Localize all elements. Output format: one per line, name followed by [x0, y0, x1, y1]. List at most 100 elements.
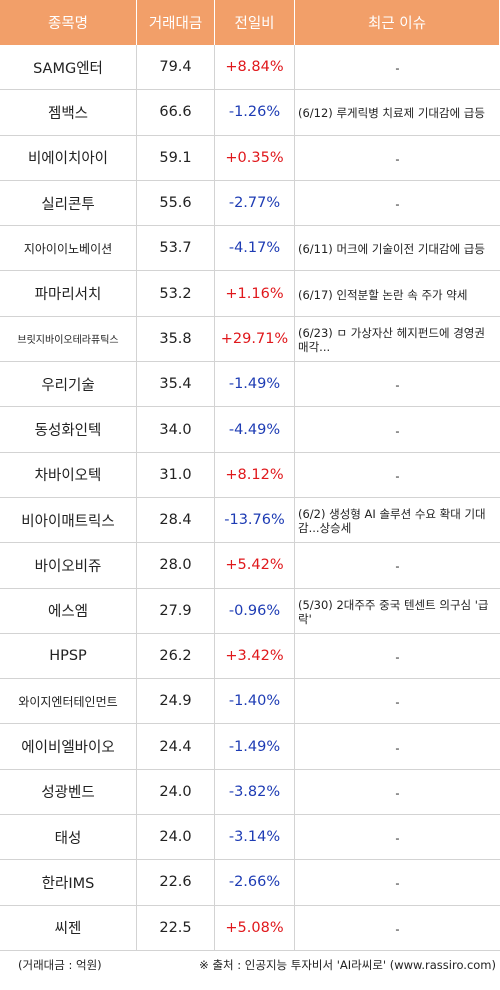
trade-volume: 24.4 [137, 724, 215, 769]
recent-issue: (5/30) 2대주주 중국 텐센트 의구심 '급락' [298, 597, 489, 626]
source-note: ※ 출처 : 인공지능 투자비서 'AI라씨로' (www.rassiro.co… [199, 958, 496, 972]
price-change: -1.49% [215, 362, 295, 407]
trade-volume: 53.2 [137, 271, 215, 316]
recent-issue: - [395, 785, 400, 800]
stock-name: 성광벤드 [0, 769, 137, 815]
recent-issue: - [395, 831, 400, 846]
table-row: 동성화인텍 34.0 -4.49% - [0, 407, 500, 453]
trade-volume: 53.7 [137, 226, 215, 271]
trade-volume: 26.2 [137, 633, 215, 679]
price-change: -2.66% [215, 860, 295, 905]
recent-issue: - [395, 650, 400, 664]
recent-issue: - [395, 61, 400, 76]
stock-name: 실리콘투 [0, 180, 137, 226]
header-issue: 최근 이슈 [295, 0, 500, 45]
stock-name: 차바이오텍 [0, 452, 137, 497]
trade-volume: 24.0 [137, 815, 215, 860]
stock-name: 젬백스 [0, 90, 137, 135]
recent-issue: - [395, 740, 400, 755]
stock-name: 동성화인텍 [0, 407, 137, 452]
trade-volume: 24.0 [137, 769, 215, 815]
stock-name: 파마리서치 [0, 271, 137, 316]
price-change: -4.49% [215, 407, 295, 452]
stock-name: 씨젠 [0, 905, 137, 950]
price-change: +1.16% [215, 271, 295, 316]
header-volume: 거래대금 [137, 0, 215, 45]
stock-name: 비아이매트릭스 [0, 497, 137, 543]
table-row: 에스엠 27.9 -0.96% (5/30) 2대주주 중국 텐센트 의구심 '급락' [0, 588, 500, 634]
table-row: HPSP 26.2 +3.42% - [0, 633, 500, 680]
table-row: 지아이이노베이션 53.7 -4.17% (6/11) 머크에 기술이전 기대감에 급… [0, 226, 500, 272]
recent-issue: - [395, 378, 400, 393]
stock-name: 한라IMS [0, 860, 137, 905]
table-header: 종목명 거래대금 전일비 최근 이슈 [0, 0, 500, 45]
recent-issue: - [395, 197, 400, 212]
table-row: 실리콘투 55.6 -2.77% - [0, 180, 500, 227]
price-change: +0.35% [215, 135, 295, 180]
table-row: 비에이치아이 59.1 +0.35% - [0, 135, 500, 181]
price-change: +5.08% [215, 905, 295, 950]
recent-issue: (6/23) ㅁ 가상자산 헤지펀드에 경영권 매각... [298, 325, 485, 354]
trade-volume: 31.0 [137, 452, 215, 497]
price-change: -3.14% [215, 815, 295, 860]
recent-issue: - [395, 559, 400, 574]
recent-issue: - [395, 423, 400, 438]
trade-volume: 55.6 [137, 180, 215, 226]
header-change: 전일비 [215, 0, 295, 45]
table-row: 파마리서치 53.2 +1.16% (6/17) 인적분할 논란 속 주가 약세 [0, 271, 500, 317]
recent-issue: (6/2) 생성형 AI 솔루션 수요 확대 기대감...상승세 [298, 507, 486, 536]
table-row: 성광벤드 24.0 -3.82% - [0, 769, 500, 816]
table-row: 비아이매트릭스 28.4 -13.76% (6/2) 생성형 AI 솔루션 수요 확대… [0, 497, 500, 544]
table-row: 와이지엔터테인먼트 24.9 -1.40% - [0, 679, 500, 725]
trade-volume: 22.6 [137, 860, 215, 905]
price-change: -13.76% [215, 497, 295, 543]
trade-volume: 35.8 [137, 316, 215, 362]
table-footer: (거래대금 : 억원) ※ 출처 : 인공지능 투자비서 'AI라씨로' (ww… [0, 952, 500, 978]
price-change: -0.96% [215, 588, 295, 633]
table-row: 한라IMS 22.6 -2.66% - [0, 860, 500, 906]
recent-issue: - [395, 921, 400, 936]
table-row: 에이비엘바이오 24.4 -1.49% - [0, 724, 500, 770]
recent-issue: - [395, 695, 400, 710]
table-row: SAMG엔터 79.4 +8.84% - [0, 45, 500, 91]
stock-table: 종목명 거래대금 전일비 최근 이슈 SAMG엔터 79.4 +8.84% - 젬백스 6… [0, 0, 500, 951]
price-change: +8.12% [215, 452, 295, 497]
trade-volume: 22.5 [137, 905, 215, 950]
stock-name: 우리기술 [0, 362, 137, 407]
price-change: -1.49% [215, 724, 295, 769]
trade-volume: 28.4 [137, 497, 215, 543]
price-change: +29.71% [215, 316, 295, 362]
stock-name: 바이오비쥬 [0, 543, 137, 588]
stock-name: HPSP [0, 633, 137, 679]
trade-volume: 28.0 [137, 543, 215, 588]
table-row: 바이오비쥬 28.0 +5.42% - [0, 543, 500, 589]
table-row: 우리기술 35.4 -1.49% - [0, 362, 500, 408]
table-row: 젬백스 66.6 -1.26% (6/12) 루게릭병 치료제 기대감에 급등 [0, 90, 500, 136]
table-row: 태성 24.0 -3.14% - [0, 815, 500, 861]
trade-volume: 35.4 [137, 362, 215, 407]
table-row: 브릿지바이오테라퓨틱스 35.8 +29.71% (6/23) ㅁ 가상자산 헤지펀드… [0, 316, 500, 363]
trade-volume: 59.1 [137, 135, 215, 180]
stock-name: 태성 [0, 815, 137, 860]
price-change: -2.77% [215, 180, 295, 226]
trade-volume: 34.0 [137, 407, 215, 452]
header-name: 종목명 [0, 0, 137, 45]
price-change: +5.42% [215, 543, 295, 588]
recent-issue: (6/17) 인적분할 논란 속 주가 약세 [298, 287, 468, 302]
recent-issue: - [395, 151, 400, 166]
table-body: SAMG엔터 79.4 +8.84% - 젬백스 66.6 -1.26% (6/12) 루게릭… [0, 45, 500, 951]
stock-name: SAMG엔터 [0, 45, 137, 90]
stock-name: 와이지엔터테인먼트 [0, 679, 137, 724]
price-change: +8.84% [215, 45, 295, 90]
trade-volume: 27.9 [137, 588, 215, 633]
trade-volume: 24.9 [137, 679, 215, 724]
unit-note: (거래대금 : 억원) [18, 958, 102, 972]
recent-issue: (6/11) 머크에 기술이전 기대감에 급등 [298, 242, 485, 257]
stock-name: 브릿지바이오테라퓨틱스 [0, 316, 137, 362]
price-change: -1.40% [215, 679, 295, 724]
price-change: +3.42% [215, 633, 295, 679]
recent-issue: (6/12) 루게릭병 치료제 기대감에 급등 [298, 106, 485, 121]
stock-name: 에이비엘바이오 [0, 724, 137, 769]
price-change: -3.82% [215, 769, 295, 815]
trade-volume: 66.6 [137, 90, 215, 135]
